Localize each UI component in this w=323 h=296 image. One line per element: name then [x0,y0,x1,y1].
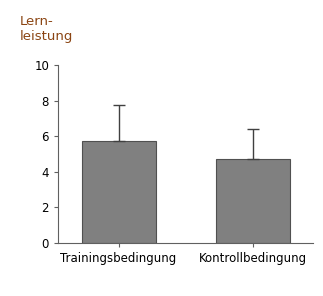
Bar [82,141,155,243]
Text: Lern-
leistung: Lern- leistung [19,15,73,43]
Bar [216,159,290,243]
